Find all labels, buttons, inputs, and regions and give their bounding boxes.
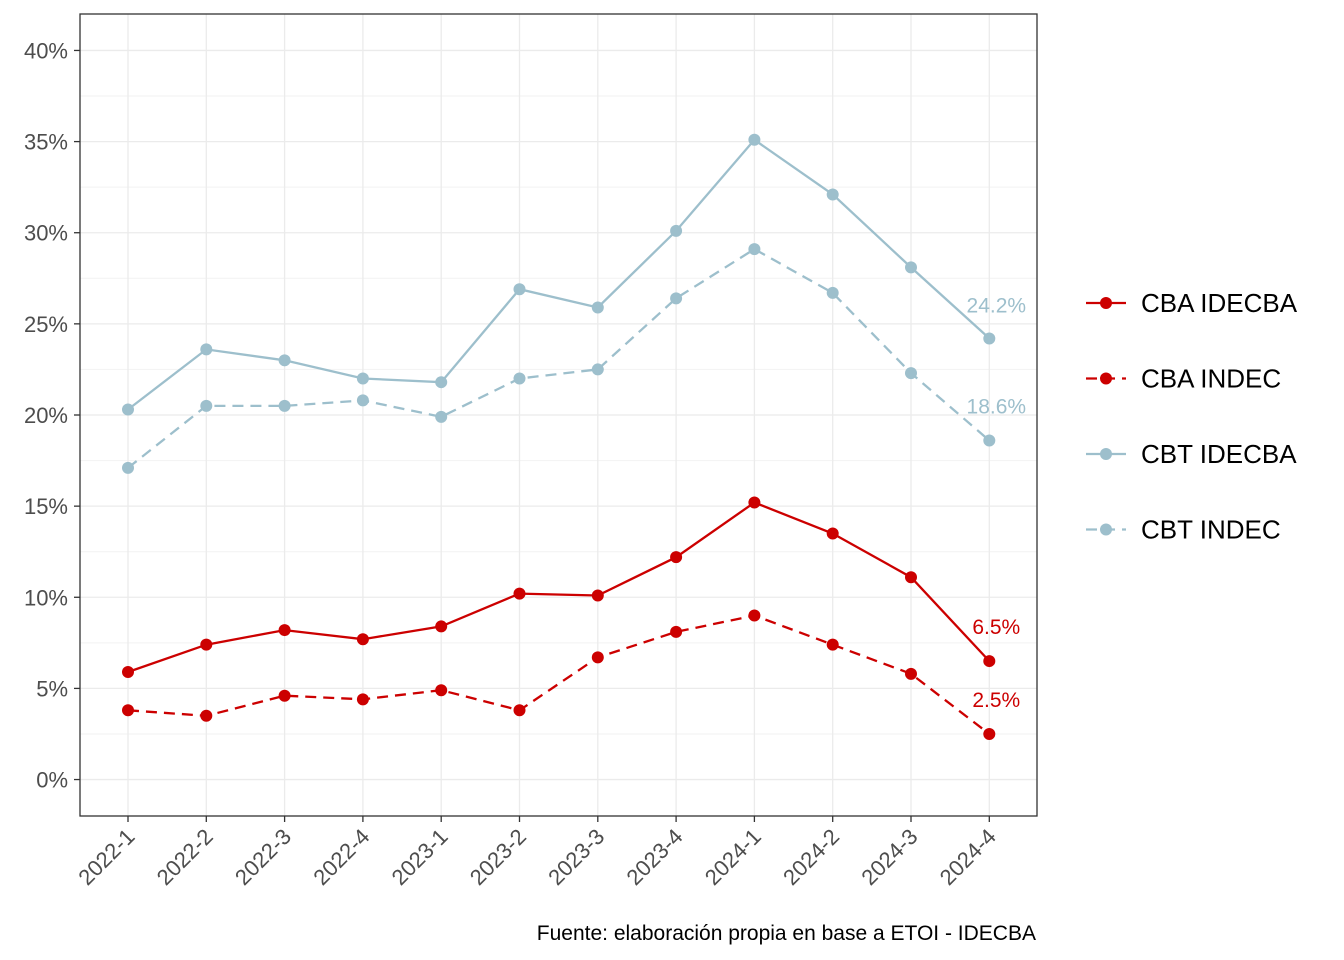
chart-caption: Fuente: elaboración propia en base a ETO… (537, 922, 1036, 945)
y-tick-label: 5% (36, 676, 68, 701)
x-tick-label: 2024-1 (700, 824, 766, 890)
data-point (122, 704, 134, 717)
end-value-label: 2.5% (972, 689, 1020, 712)
legend-label: CBA INDEC (1141, 364, 1281, 394)
data-point (356, 693, 369, 706)
data-point (748, 243, 761, 256)
y-tick-label: 30% (24, 221, 68, 246)
x-tick-label: 2022-2 (152, 824, 218, 890)
x-axis: 2022-1 2022-2 2022-3 2022-4 2023-1 2023-2 2023… (73, 816, 1001, 890)
data-point (591, 363, 604, 376)
data-point (513, 372, 526, 385)
data-point (591, 301, 604, 314)
series-lines (127, 138, 991, 735)
y-tick-label: 40% (24, 38, 68, 63)
end-labels: 6.5% 2.5% 24.2% 18.6% (967, 294, 1027, 712)
data-point (200, 399, 213, 412)
data-point (983, 727, 996, 740)
x-tick-label: 2024-4 (935, 824, 1001, 890)
x-tick-label: 2023-4 (622, 824, 688, 890)
data-point (826, 638, 839, 651)
data-point (435, 620, 448, 633)
series-points (122, 133, 996, 740)
y-tick-label: 25% (24, 312, 68, 337)
data-point (513, 704, 526, 717)
data-point (983, 332, 996, 345)
series-line-cbt-idecba (127, 138, 991, 411)
data-point (435, 410, 448, 423)
x-tick-label: 2022-3 (230, 824, 296, 890)
data-point (826, 188, 839, 201)
x-tick-label: 2023-2 (465, 824, 531, 890)
y-axis: 0% 5% 10% 15% 20% 25% 30% 35% 40% (24, 38, 80, 793)
legend-label: CBA IDECBA (1141, 288, 1298, 318)
data-point (122, 403, 134, 416)
legend-key-point (1100, 448, 1112, 460)
data-point (670, 224, 683, 237)
legend-key-point (1100, 372, 1112, 385)
y-tick-label: 35% (24, 130, 68, 155)
data-point (826, 286, 839, 299)
data-point (435, 684, 448, 697)
data-point (200, 638, 213, 651)
end-value-label: 18.6% (967, 396, 1027, 419)
x-tick-label: 2023-3 (543, 824, 609, 890)
data-point (670, 292, 683, 305)
x-tick-label: 2024-2 (778, 824, 844, 890)
data-point (905, 367, 917, 380)
x-tick-label: 2023-1 (387, 824, 453, 890)
data-point (670, 625, 683, 638)
x-tick-label: 2022-4 (308, 824, 374, 890)
data-point (356, 633, 369, 646)
data-point (748, 133, 761, 146)
data-point (278, 624, 291, 637)
y-tick-label: 10% (24, 585, 68, 610)
data-point (435, 376, 448, 389)
data-point (122, 666, 134, 679)
data-point (826, 527, 839, 540)
y-tick-label: 15% (24, 494, 68, 519)
legend-label: CBT INDEC (1141, 515, 1281, 545)
data-point (748, 496, 761, 509)
data-point (748, 609, 761, 622)
data-point (905, 261, 917, 274)
end-value-label: 24.2% (967, 294, 1027, 317)
y-tick-label: 0% (36, 768, 68, 793)
data-point (905, 571, 917, 584)
data-point (200, 709, 213, 722)
data-point (513, 587, 526, 600)
legend-label: CBT IDECBA (1141, 439, 1297, 469)
x-tick-label: 2022-1 (73, 824, 139, 890)
data-point (513, 283, 526, 296)
data-point (983, 434, 996, 447)
series-line-cba-idecba (127, 501, 991, 674)
data-point (983, 655, 996, 668)
data-point (356, 372, 369, 385)
series-line-cba-indec (127, 614, 991, 735)
legend-key-point (1100, 297, 1112, 309)
data-point (356, 394, 369, 407)
data-point (670, 551, 683, 564)
series-line-cbt-indec (127, 247, 991, 469)
data-point (905, 667, 917, 680)
x-tick-label: 2024-3 (856, 824, 922, 890)
data-point (278, 689, 291, 702)
legend: CBA IDECBA CBA INDEC CBT IDECBA CBT INDEC (1086, 288, 1298, 545)
data-point (591, 589, 604, 602)
data-point (591, 651, 604, 664)
data-point (200, 343, 213, 356)
data-point (278, 399, 291, 412)
legend-key-point (1100, 523, 1112, 536)
data-point (278, 354, 291, 367)
y-tick-label: 20% (24, 403, 68, 428)
end-value-label: 6.5% (972, 616, 1020, 639)
data-point (122, 461, 134, 474)
